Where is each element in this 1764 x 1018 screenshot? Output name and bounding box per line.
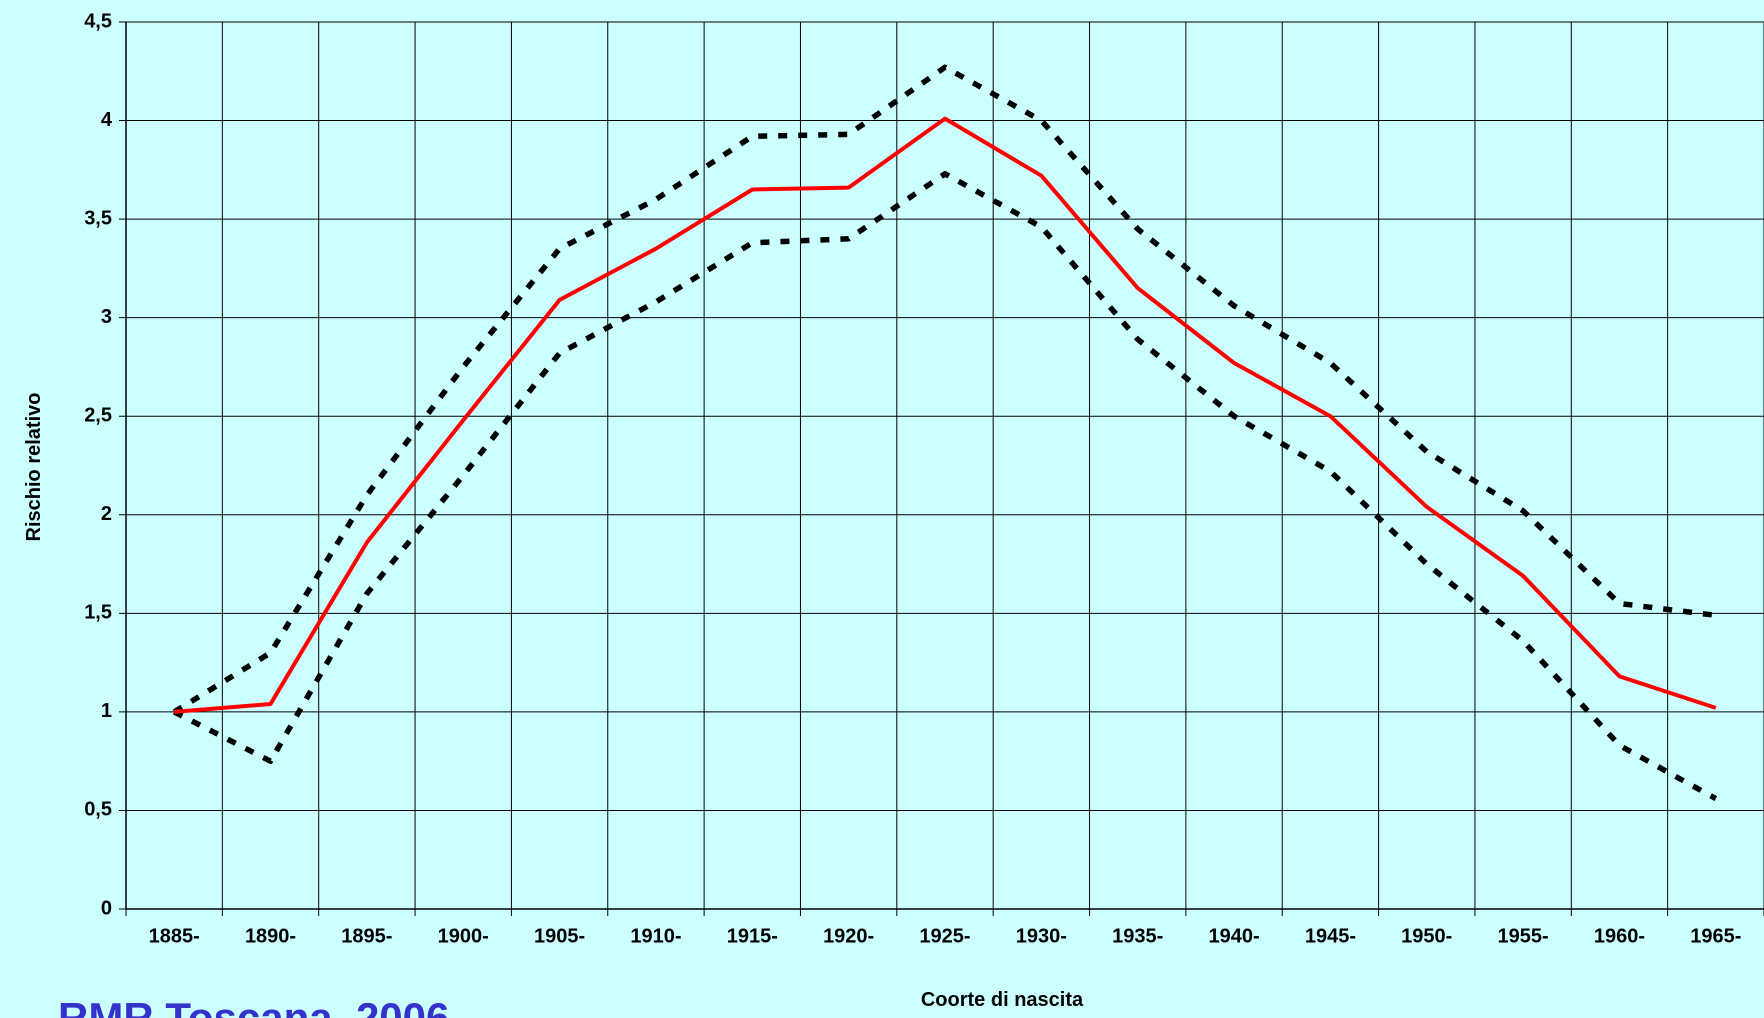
y-tick-label: 1,5: [84, 602, 112, 624]
series-line: [172, 64, 1717, 715]
x-tick-label: 1945-: [1305, 925, 1356, 947]
y-tick-label: 1: [101, 700, 112, 722]
y-tick-label: 4: [101, 109, 113, 131]
y-tick-label: 4,5: [84, 10, 112, 32]
chart-title: RMR Toscana, 2006: [58, 994, 449, 1018]
x-tick-label: 1925-: [919, 925, 970, 947]
x-tick-label: 1930-: [1016, 925, 1067, 947]
y-tick-label: 0,5: [84, 799, 112, 821]
y-tick-label: 0: [101, 897, 112, 919]
x-tick-label: 1940-: [1208, 925, 1259, 947]
x-tick-label: 1960-: [1594, 925, 1645, 947]
x-tick-label: 1920-: [823, 925, 874, 947]
x-tick-label: 1935-: [1112, 925, 1163, 947]
y-axis-label: Rischio relativo: [23, 393, 45, 542]
x-tick-label: 1965-: [1690, 925, 1741, 947]
x-tick-label: 1950-: [1401, 925, 1452, 947]
y-tick-label: 3: [101, 306, 112, 328]
x-tick-label: 1910-: [630, 925, 681, 947]
x-tick-label: 1885-: [149, 925, 200, 947]
x-tick-label: 1915-: [727, 925, 778, 947]
series-line: [172, 171, 1718, 802]
x-tick-label: 1905-: [534, 925, 585, 947]
y-tick-label: 3,5: [84, 207, 112, 229]
x-tick-label: 1890-: [245, 925, 296, 947]
series-line: [174, 116, 1717, 714]
x-tick-label: 1900-: [438, 925, 489, 947]
x-axis-label: Coorte di nascita: [921, 989, 1084, 1011]
x-tick-label: 1895-: [341, 925, 392, 947]
y-tick-label: 2,5: [84, 405, 112, 427]
x-tick-label: 1955-: [1498, 925, 1549, 947]
y-tick-label: 2: [101, 503, 112, 525]
